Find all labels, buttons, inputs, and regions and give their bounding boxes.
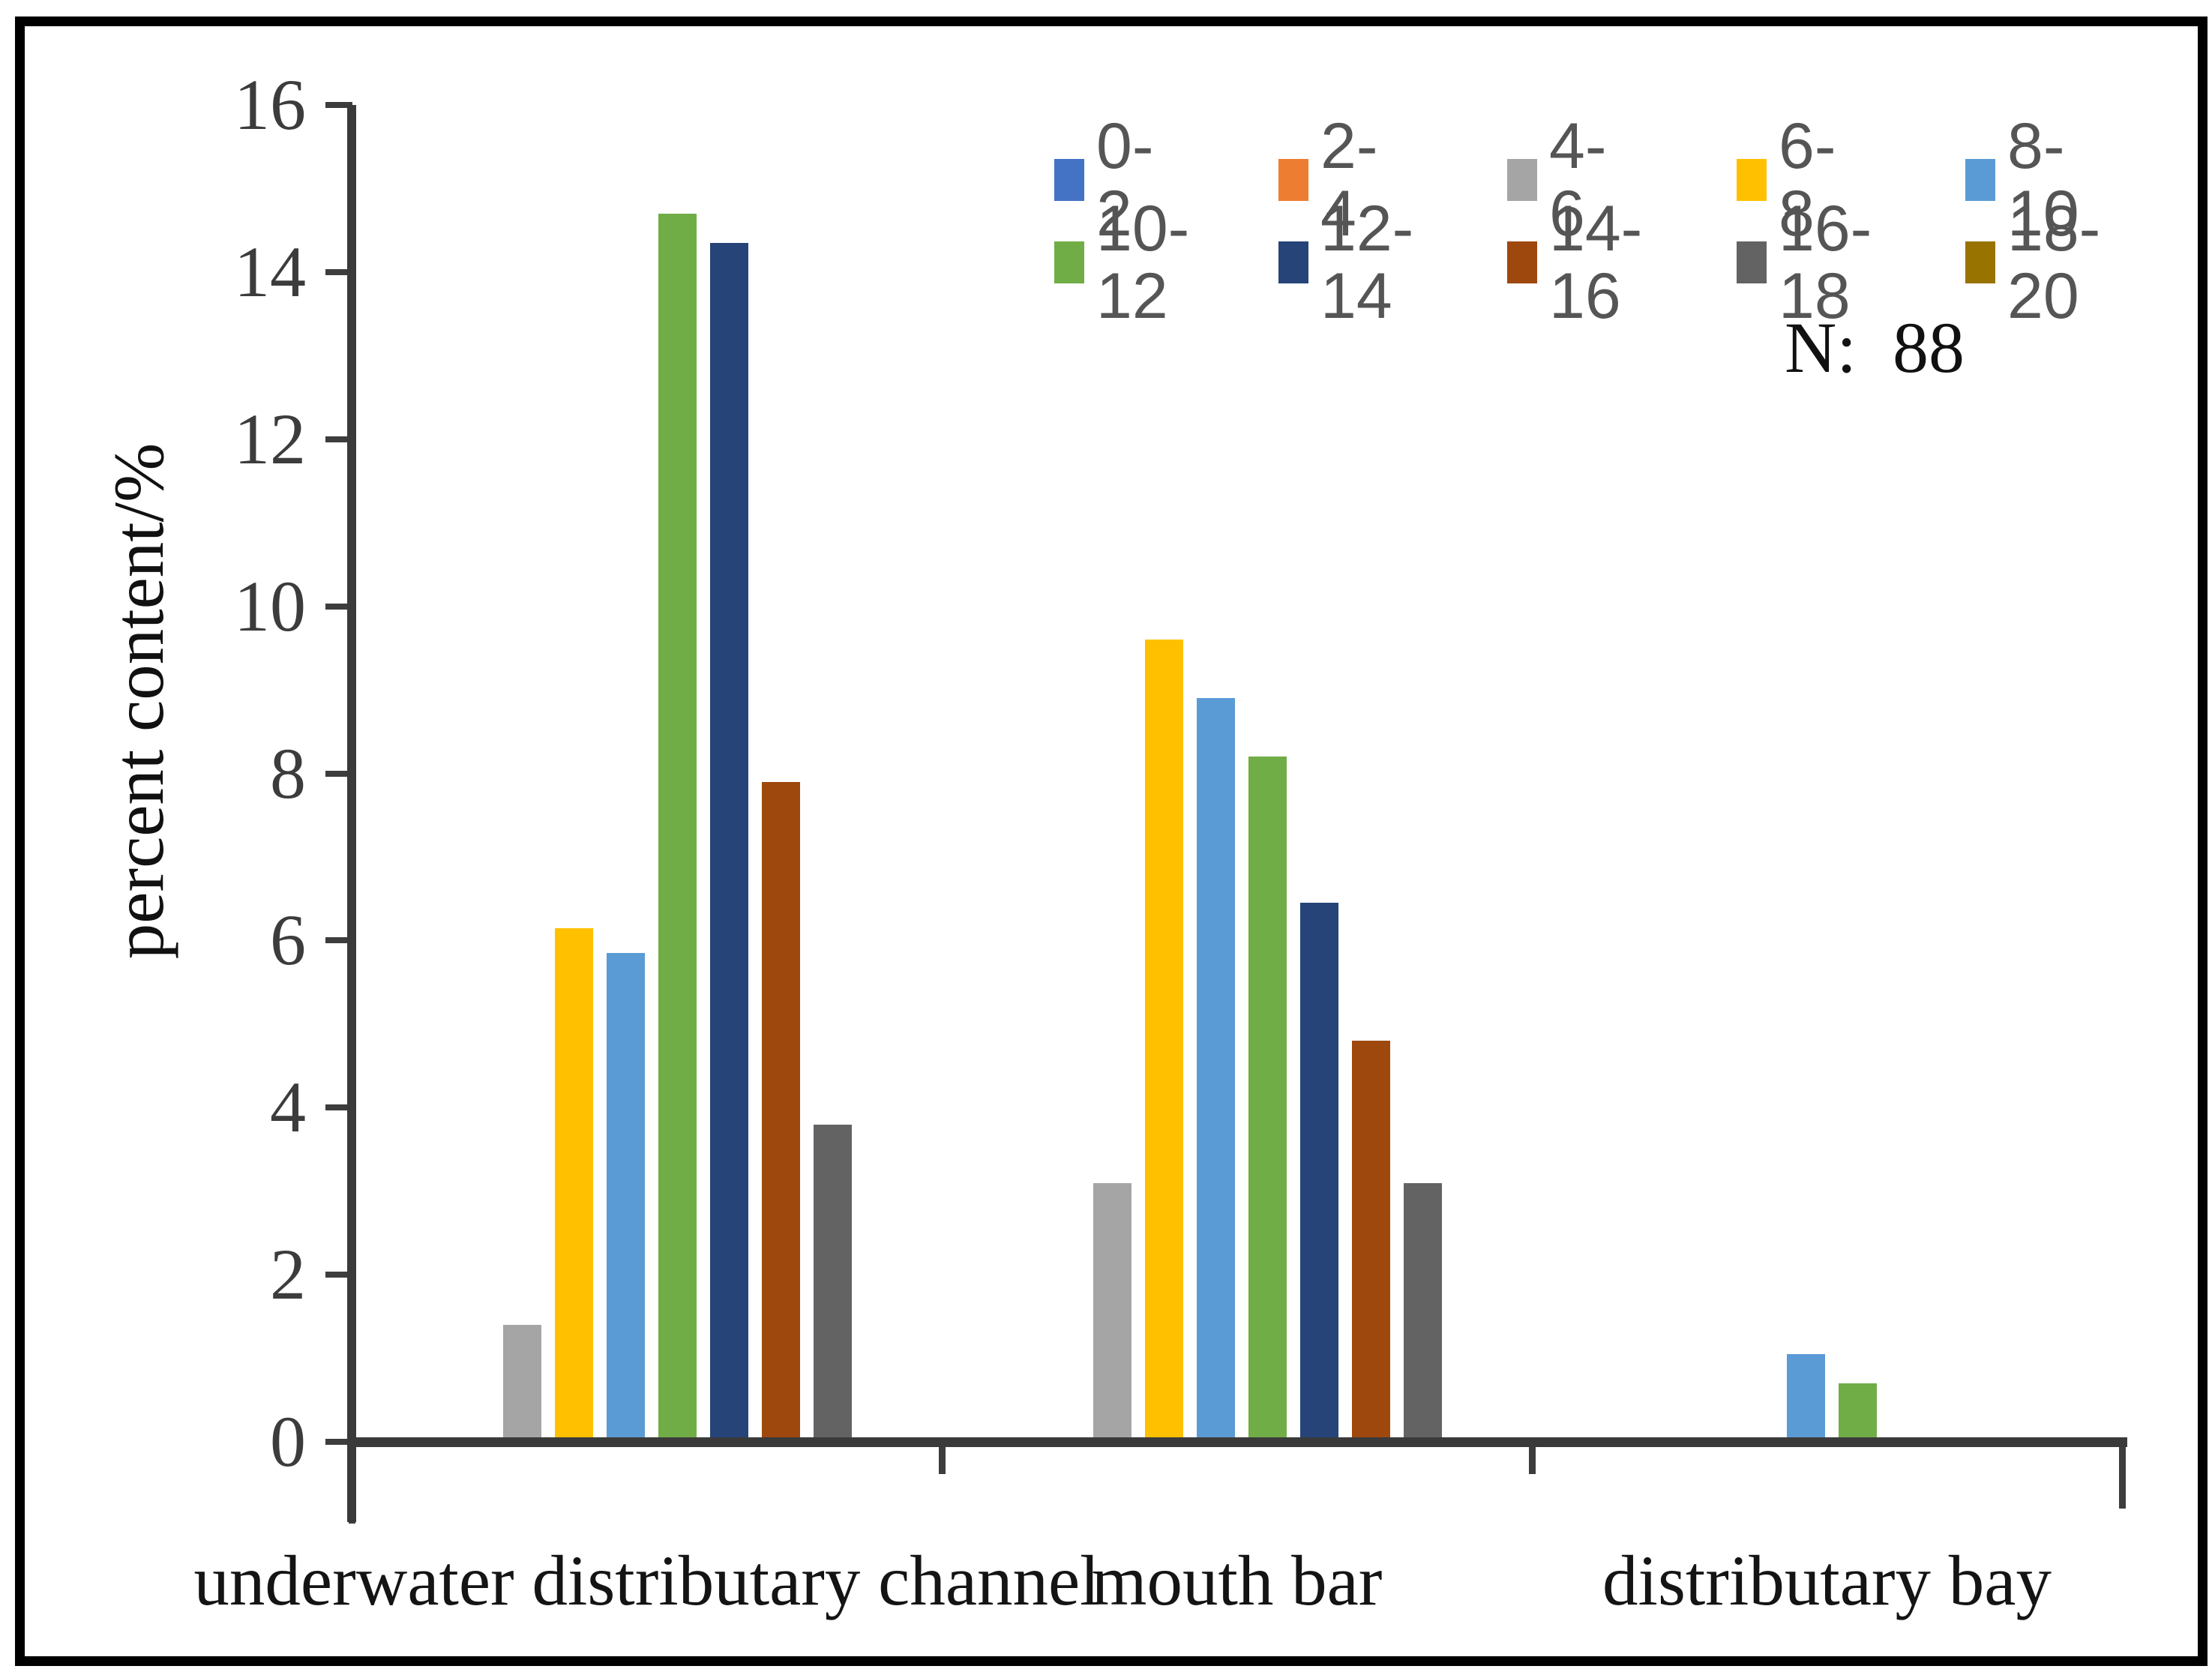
legend-swatch-icon [1278, 241, 1308, 283]
legend-label: 10-12 [1096, 193, 1190, 332]
legend-swatch-icon [1054, 241, 1084, 283]
legend-swatch-icon [1278, 159, 1308, 201]
legend-item-2-4: 2-4 [1278, 112, 1377, 247]
y-tick [325, 268, 352, 275]
y-tick-label: 14 [234, 231, 306, 312]
legend-swatch-icon [1965, 241, 1995, 283]
y-tick [325, 603, 352, 610]
legend-item-18-20: 18-20 [1965, 195, 2100, 330]
y-tick-label: 4 [270, 1067, 306, 1148]
y-tick [325, 1272, 352, 1278]
legend-item-4-6: 4-6 [1507, 112, 1606, 247]
y-axis-title: percent content/% [99, 442, 178, 960]
y-tick [325, 436, 352, 442]
y-tick-label: 10 [234, 565, 306, 646]
bar-14-16-underwater-distributary-channel [762, 781, 800, 1444]
y-tick [325, 770, 352, 777]
legend-label: 18-20 [2007, 193, 2101, 332]
legend-label: 6-8 [1779, 110, 1836, 250]
x-axis-line [347, 1437, 2127, 1447]
legend-label: 16-18 [1779, 193, 1872, 332]
legend-item-8-10: 8-10 [1965, 112, 2079, 247]
y-tick-label: 0 [270, 1401, 306, 1482]
legend-swatch-icon [1507, 241, 1537, 283]
bar-10-12-distributary-bay [1839, 1383, 1877, 1444]
y-tick-label: 16 [234, 64, 306, 145]
bar-8-10-distributary-bay [1787, 1353, 1825, 1444]
legend-label: 8-10 [2007, 110, 2079, 250]
bar-10-12-underwater-distributary-channel [658, 213, 697, 1444]
legend-item-10-12: 10-12 [1054, 195, 1189, 330]
y-tick [325, 102, 352, 108]
legend-swatch-icon [1965, 159, 1995, 201]
legend-item-16-18: 16-18 [1737, 195, 1872, 330]
legend-item-6-8: 6-8 [1737, 112, 1836, 247]
category-label-underwater-distributary-channel: underwater distributary channel [193, 1541, 1100, 1620]
bar-8-10-underwater-distributary-channel [607, 953, 645, 1444]
legend-label: 12-14 [1320, 193, 1414, 332]
legend-item-0-2: 0-2 [1054, 112, 1153, 247]
legend-swatch-icon [1054, 159, 1084, 201]
x-axis-boundary-tick [2119, 1446, 2126, 1509]
bar-6-8-mouth-bar [1145, 640, 1183, 1444]
bar-6-8-underwater-distributary-channel [555, 927, 593, 1444]
legend-label: 14-16 [1549, 193, 1643, 332]
category-label-mouth-bar: mouth bar [1091, 1541, 1383, 1620]
bar-16-18-mouth-bar [1404, 1182, 1442, 1444]
legend-label: 0-2 [1096, 110, 1154, 250]
legend-label: 2-4 [1320, 110, 1378, 250]
y-tick-label: 6 [270, 900, 306, 981]
x-axis-boundary-tick [1529, 1446, 1536, 1474]
bar-12-14-mouth-bar [1300, 903, 1338, 1444]
bar-10-12-mouth-bar [1248, 757, 1287, 1444]
bar-4-6-mouth-bar [1093, 1182, 1131, 1444]
y-tick [325, 937, 352, 944]
y-axis-line [347, 105, 356, 1522]
bar-12-14-underwater-distributary-channel [710, 242, 748, 1444]
bar-8-10-mouth-bar [1197, 698, 1235, 1444]
bar-4-6-underwater-distributary-channel [503, 1324, 541, 1444]
bar-14-16-mouth-bar [1352, 1041, 1390, 1444]
legend-item-12-14: 12-14 [1278, 195, 1413, 330]
y-tick-label: 8 [270, 733, 306, 814]
legend-item-14-16: 14-16 [1507, 195, 1642, 330]
y-tick-label: 12 [234, 398, 306, 479]
bar-16-18-underwater-distributary-channel [814, 1124, 852, 1444]
y-tick-label: 2 [270, 1234, 306, 1315]
legend-swatch-icon [1507, 159, 1537, 201]
legend-swatch-icon [1737, 159, 1767, 201]
legend-swatch-icon [1737, 241, 1767, 283]
sample-count-annotation: N: 88 [1785, 307, 1965, 388]
legend-label: 4-6 [1549, 110, 1607, 250]
x-axis-boundary-tick [939, 1446, 946, 1474]
y-tick [325, 1439, 352, 1445]
category-label-distributary-bay: distributary bay [1602, 1541, 2052, 1620]
y-tick [325, 1104, 352, 1111]
